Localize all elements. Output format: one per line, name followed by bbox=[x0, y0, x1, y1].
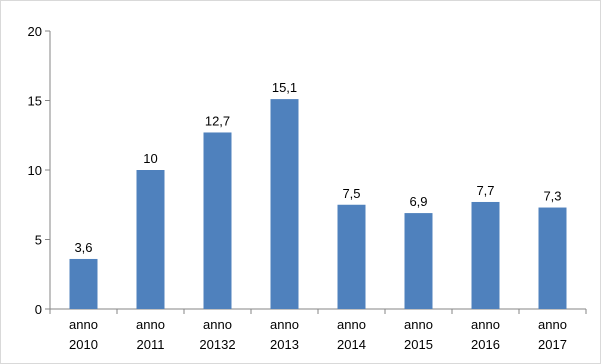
bar bbox=[69, 258, 98, 309]
x-tick-label-line: anno bbox=[404, 317, 433, 332]
x-tick-label-line: anno bbox=[270, 317, 299, 332]
bar bbox=[270, 99, 299, 309]
x-tick-label: anno 2011 bbox=[136, 317, 165, 352]
bar bbox=[538, 207, 567, 309]
x-tick-label-line: 2016 bbox=[471, 337, 500, 352]
data-label: 12,7 bbox=[205, 113, 230, 128]
x-tick-label-line: anno bbox=[203, 317, 232, 332]
bar bbox=[337, 204, 366, 309]
x-tick-label: anno 2014 bbox=[337, 317, 366, 352]
data-label: 10 bbox=[143, 151, 157, 166]
y-tick-label: 15 bbox=[28, 94, 42, 109]
x-tick-label-line: anno bbox=[69, 317, 98, 332]
x-ticks bbox=[49, 309, 587, 314]
y-tick-label: 20 bbox=[28, 24, 42, 39]
x-tick-labels: anno 2010 anno 2011 anno 20132 anno 2013 anno 201… bbox=[69, 317, 567, 352]
y-tick-label: 10 bbox=[28, 163, 42, 178]
x-tick-label: anno 2013 bbox=[270, 317, 299, 352]
y-ticks: 0 5 10 15 20 bbox=[28, 24, 50, 317]
x-tick-label-line: anno bbox=[538, 317, 567, 332]
data-label: 7,5 bbox=[342, 186, 360, 201]
x-tick-label: anno 20132 bbox=[199, 317, 235, 352]
bar bbox=[471, 201, 500, 309]
y-tick-label: 0 bbox=[35, 302, 42, 317]
x-tick-label-line: 2011 bbox=[137, 337, 165, 352]
x-tick-label-line: 2010 bbox=[69, 337, 98, 352]
data-label: 15,1 bbox=[272, 80, 297, 95]
data-label: 7,3 bbox=[543, 189, 561, 204]
x-tick-label-line: anno bbox=[337, 317, 366, 332]
x-tick-label: anno 2015 bbox=[404, 317, 433, 352]
x-tick-label-line: anno bbox=[136, 317, 165, 332]
x-tick-label: anno 2017 bbox=[538, 317, 567, 352]
x-tick-label-line: 2015 bbox=[404, 337, 433, 352]
bar bbox=[136, 170, 165, 309]
bar bbox=[404, 213, 433, 309]
data-labels: 3,6 10 12,7 15,1 7,5 6,9 7,7 7,3 bbox=[74, 80, 561, 255]
y-tick-label: 5 bbox=[35, 233, 42, 248]
data-label: 7,7 bbox=[476, 183, 494, 198]
x-tick-label-line: 2017 bbox=[538, 337, 567, 352]
x-tick-label: anno 2016 bbox=[471, 317, 500, 352]
x-tick-label-line: anno bbox=[471, 317, 500, 332]
x-tick-label-line: 2013 bbox=[270, 337, 299, 352]
bar bbox=[203, 132, 232, 309]
x-tick-label-line: 2014 bbox=[337, 337, 366, 352]
data-label: 3,6 bbox=[74, 240, 92, 255]
x-tick-label-line: 20132 bbox=[199, 337, 235, 352]
data-label: 6,9 bbox=[409, 194, 427, 209]
bars bbox=[69, 99, 567, 309]
x-tick-label: anno 2010 bbox=[69, 317, 98, 352]
